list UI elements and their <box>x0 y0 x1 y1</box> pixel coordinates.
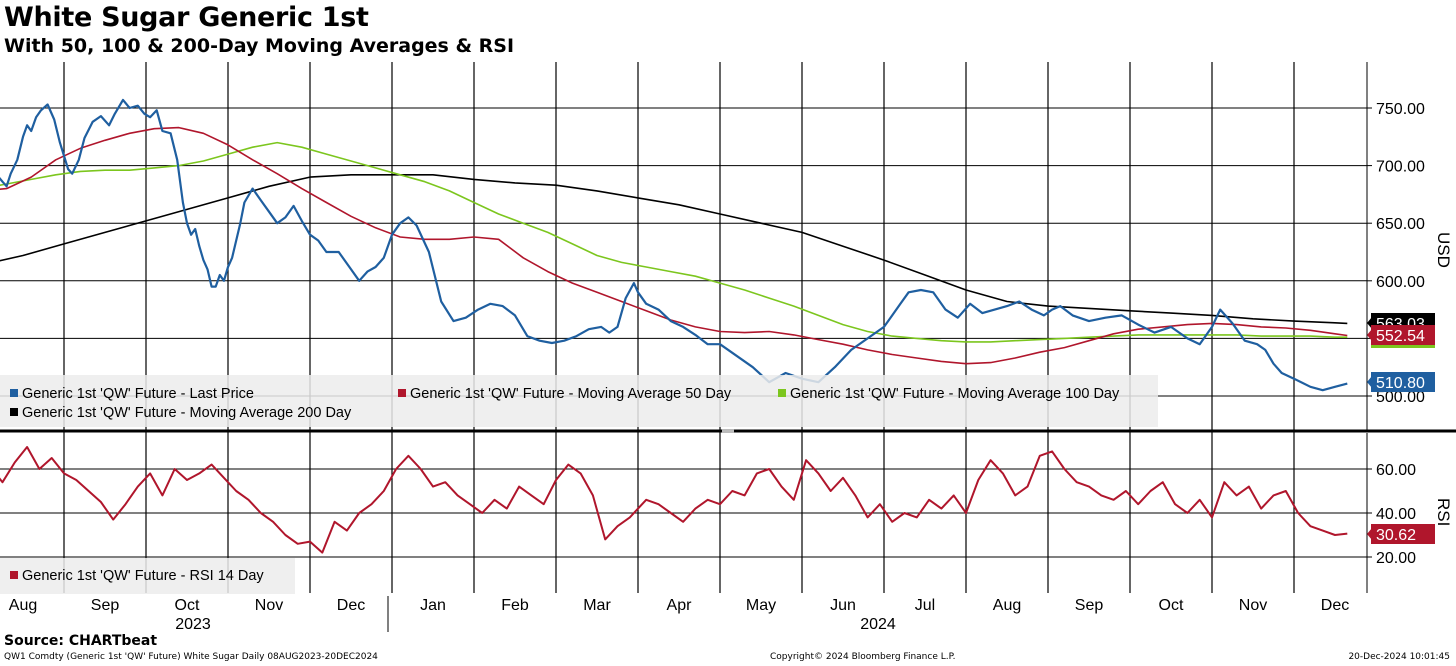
legend-swatch <box>10 571 18 579</box>
series-line-rsi <box>0 446 1348 554</box>
y-tick-label: 60.00 <box>1376 462 1416 479</box>
legend-swatch <box>10 408 18 416</box>
x-tick-label: Dec <box>337 597 365 614</box>
x-year-label: 2023 <box>175 616 211 633</box>
x-tick-label: Feb <box>501 597 529 614</box>
x-tick-label: Mar <box>583 597 611 614</box>
y-tick-label: 700.00 <box>1376 159 1425 176</box>
last-value-pointer <box>1367 528 1372 540</box>
chart-subtitle: With 50, 100 & 200-Day Moving Averages &… <box>4 35 515 57</box>
legend-label: Generic 1st 'QW' Future - RSI 14 Day <box>22 568 264 584</box>
divider-handle <box>722 429 734 433</box>
last-value-pointer <box>1367 317 1372 329</box>
x-tick-label: Sep <box>91 597 120 614</box>
x-tick-label: Aug <box>993 597 1021 614</box>
series-line-ma100 <box>0 141 1348 343</box>
grid-layer <box>0 62 1456 593</box>
legend-box-rsi <box>0 558 295 594</box>
y-tick-label: 500.00 <box>1376 389 1425 406</box>
series-line-ma200 <box>0 174 1348 325</box>
x-tick-label: Oct <box>1159 597 1184 614</box>
y-tick-label: 40.00 <box>1376 506 1416 523</box>
x-tick-label: Jan <box>420 597 446 614</box>
legend-label: Generic 1st 'QW' Future - Moving Average… <box>410 386 732 402</box>
x-year-label: 2024 <box>860 616 896 633</box>
y-axis-title-rsi: RSI <box>1434 498 1453 526</box>
x-tick-label: Nov <box>255 597 283 614</box>
x-tick-label: Dec <box>1321 597 1349 614</box>
legend-layer: Generic 1st 'QW' Future - Last Price Gene… <box>0 375 1158 594</box>
last-value-pointer <box>1367 329 1372 341</box>
x-tick-label: Nov <box>1239 597 1267 614</box>
last-value-text: 552.54 <box>1376 328 1425 345</box>
x-tick-label: Jun <box>830 597 856 614</box>
last-value-badge <box>1371 325 1435 345</box>
footer-timestamp: 20-Dec-2024 10:01:45 <box>1348 652 1450 662</box>
legend-label: Generic 1st 'QW' Future - Moving Average… <box>790 386 1120 402</box>
last-value-pointer <box>1367 376 1372 388</box>
y-axis-title: USD <box>1434 232 1453 268</box>
last-value-badge <box>1371 372 1435 392</box>
y-tick-label: 600.00 <box>1376 274 1425 291</box>
y-tick-label: 650.00 <box>1376 216 1425 233</box>
x-tick-label: Oct <box>175 597 200 614</box>
legend-swatch <box>10 389 18 397</box>
footer-copyright: Copyright© 2024 Bloomberg Finance L.P. <box>770 652 956 662</box>
x-tick-label: Apr <box>667 597 693 614</box>
footer-source: Source: CHARTbeat <box>4 633 158 649</box>
legend-box-main <box>0 375 1158 427</box>
legend-swatch <box>778 389 786 397</box>
last-value-badge <box>1371 524 1435 544</box>
last-value-text: 510.80 <box>1376 375 1425 392</box>
y-tick-label: 750.00 <box>1376 101 1425 118</box>
x-tick-label: Jul <box>915 597 935 614</box>
legend-label: Generic 1st 'QW' Future - Last Price <box>22 386 254 402</box>
legend-swatch <box>398 389 406 397</box>
x-tick-label: Sep <box>1075 597 1104 614</box>
axis-layer: 750.00700.00650.00600.00550.00500.0060.0… <box>9 62 1453 633</box>
x-tick-label: Aug <box>9 597 37 614</box>
series-layer <box>0 98 1348 554</box>
legend-label: Generic 1st 'QW' Future - Moving Average… <box>22 405 352 421</box>
x-tick-label: May <box>746 597 776 614</box>
chart-title: White Sugar Generic 1st <box>4 2 369 33</box>
y-tick-label: 20.00 <box>1376 550 1416 567</box>
last-value-text: 30.62 <box>1376 527 1416 544</box>
footer-description: QW1 Comdty (Generic 1st 'QW' Future) Whi… <box>4 652 378 662</box>
series-line-price <box>0 98 1348 392</box>
